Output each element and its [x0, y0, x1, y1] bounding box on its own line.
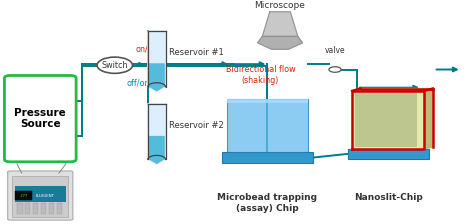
- Text: off/on: off/on: [127, 79, 150, 88]
- Bar: [33, 203, 38, 214]
- Text: valve: valve: [325, 45, 345, 55]
- Text: Switch: Switch: [101, 61, 128, 70]
- Bar: [352, 91, 425, 149]
- Bar: [17, 203, 22, 214]
- Text: Microscope: Microscope: [255, 1, 305, 10]
- Text: Pressure
Source: Pressure Source: [14, 108, 66, 129]
- Circle shape: [97, 57, 133, 73]
- Bar: [226, 99, 308, 103]
- Text: Bidirectional flow
(shaking): Bidirectional flow (shaking): [226, 65, 295, 84]
- Text: Reservoir #2: Reservoir #2: [169, 121, 224, 129]
- Bar: [12, 176, 68, 217]
- Bar: [14, 191, 32, 200]
- Text: -???: -???: [20, 194, 28, 198]
- Bar: [354, 93, 417, 147]
- FancyBboxPatch shape: [7, 171, 73, 220]
- Bar: [222, 152, 312, 164]
- Bar: [25, 203, 30, 214]
- Polygon shape: [149, 137, 164, 163]
- Bar: [14, 186, 66, 202]
- Polygon shape: [262, 12, 298, 36]
- FancyBboxPatch shape: [4, 75, 76, 162]
- Polygon shape: [148, 31, 165, 91]
- Bar: [41, 203, 46, 214]
- Polygon shape: [352, 88, 433, 91]
- Bar: [57, 203, 62, 214]
- Polygon shape: [425, 88, 433, 149]
- Polygon shape: [149, 64, 164, 91]
- Text: on/off: on/off: [136, 45, 159, 54]
- Bar: [226, 99, 308, 152]
- Polygon shape: [148, 104, 165, 164]
- Text: Nanoslit-Chip: Nanoslit-Chip: [354, 193, 423, 202]
- Polygon shape: [258, 36, 303, 49]
- Bar: [49, 203, 54, 214]
- Bar: [347, 149, 429, 159]
- Circle shape: [329, 67, 341, 72]
- Text: Reservoir #1: Reservoir #1: [169, 48, 224, 57]
- Text: FLUIGENT: FLUIGENT: [35, 194, 55, 198]
- Text: Microbead trapping
(assay) Chip: Microbead trapping (assay) Chip: [217, 193, 317, 213]
